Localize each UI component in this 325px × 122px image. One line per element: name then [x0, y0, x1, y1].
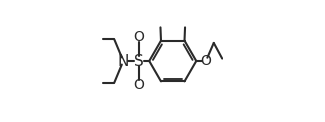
- Text: N: N: [118, 54, 129, 68]
- Text: O: O: [134, 30, 144, 44]
- Text: O: O: [201, 54, 211, 68]
- Text: S: S: [134, 54, 144, 68]
- Text: O: O: [134, 78, 144, 92]
